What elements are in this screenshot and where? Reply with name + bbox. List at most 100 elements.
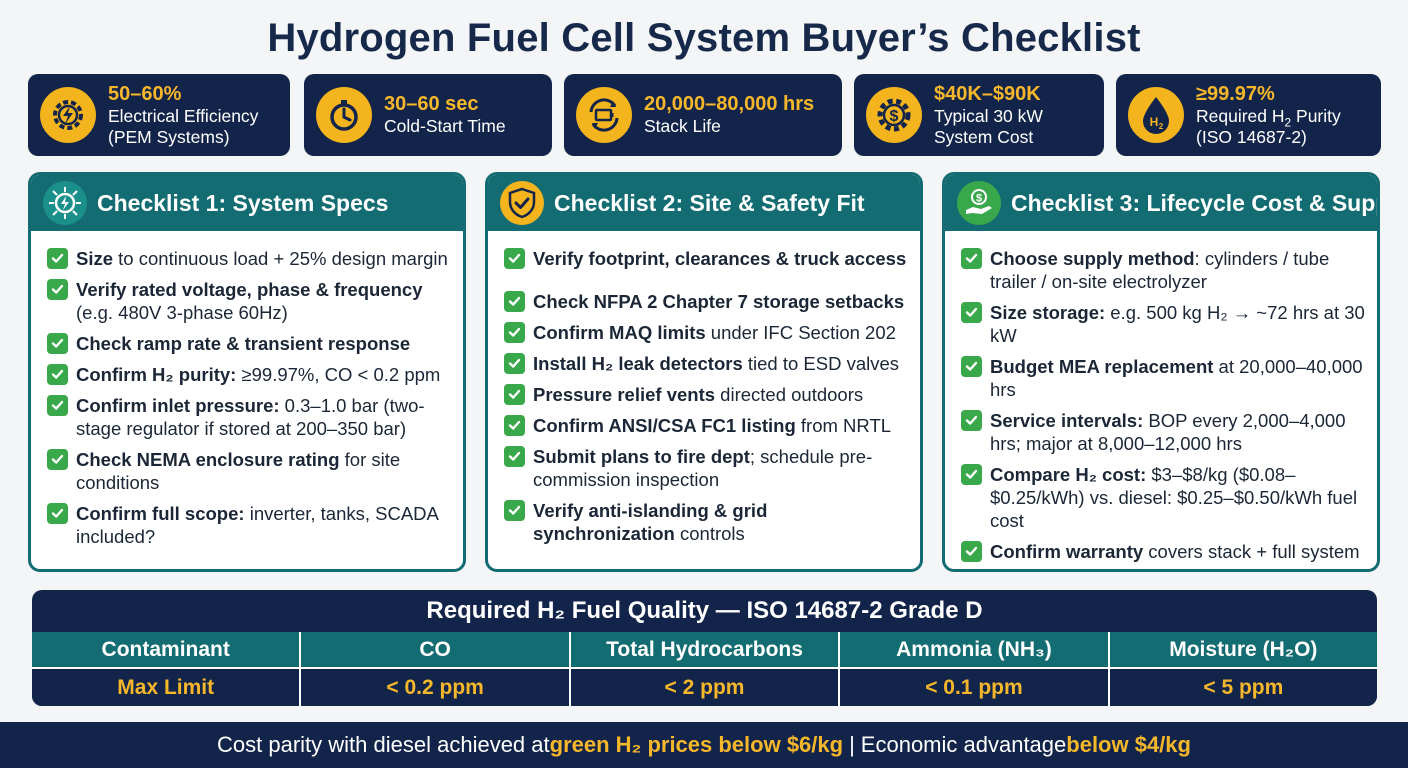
checkbox-checked-icon [504, 291, 525, 312]
checklist-item-detail: (e.g. 480V 3-phase 60Hz) [76, 302, 288, 323]
checklist-item-text: Verify anti-islanding & grid synchroniza… [533, 499, 908, 545]
checkbox-checked-icon [504, 353, 525, 374]
table-cell: < 5 ppm [1107, 669, 1377, 706]
checklist-item-bold: Confirm inlet pressure: [76, 395, 280, 416]
checklist-item-bold: Compare H₂ cost: [990, 464, 1147, 485]
table-row: Max Limit < 0.2 ppm < 2 ppm < 0.1 ppm < … [32, 669, 1377, 706]
checklist-item-text: Install H₂ leak detectors tied to ESD va… [533, 352, 899, 375]
checklist-item-detail: BOP every 2,000–4,000 hrs; major at 8,00… [990, 410, 1346, 454]
checklist-item-bold: Submit plans to fire dept [533, 446, 750, 467]
checklist-card-system-specs: Checklist 1: System Specs Size to contin… [28, 172, 466, 572]
card-title: Checklist 2: Site & Safety Fit [554, 189, 865, 216]
card-header: Checklist 2: Site & Safety Fit [488, 175, 920, 231]
checkbox-checked-icon [961, 356, 982, 377]
hand-dollar-icon: $ [957, 181, 1001, 225]
checklist-item-text: Confirm warranty covers stack + full sys… [990, 540, 1360, 563]
checklist-item-bold: Confirm full scope: [76, 503, 245, 524]
checklist-item: Size storage: e.g. 500 kg H₂ → ~72 hrs a… [961, 301, 1365, 347]
checklist-item: Confirm MAQ limits under IFC Section 202 [504, 321, 908, 344]
svg-text:$: $ [890, 108, 899, 125]
checklist-item: Choose supply method: cylinders / tube t… [961, 247, 1365, 293]
stat-label-secondary: System Cost [934, 126, 1034, 147]
checklist-item-detail: directed outdoors [715, 384, 864, 405]
checklist-item-detail: : cylinders / tube trailer / on-site ele… [990, 248, 1330, 292]
stat-value: $40K–$90K [934, 82, 1041, 105]
checklist-item-detail: to continuous load + 25% design margin [113, 248, 448, 269]
checklist-item-bold: Verify footprint, clearances & truck acc… [533, 248, 907, 269]
circuit-bolt-icon [43, 181, 87, 225]
stopwatch-icon [316, 87, 372, 143]
stat-card-purity: H 2 ≥99.97% Required H2 Purity (ISO 1468… [1116, 74, 1381, 156]
checklist-item-text: Confirm ANSI/CSA FC1 listing from NRTL [533, 414, 891, 437]
stat-card-stack-life: 20,000–80,000 hrs Stack Life [564, 74, 842, 156]
table-header-cell: Ammonia (NH₃) [838, 632, 1107, 667]
checklist-item: Verify footprint, clearances & truck acc… [504, 247, 908, 270]
stats-bar: 50–60% Electrical Efficiency (PEM System… [28, 74, 1381, 156]
checklist-item-text: Budget MEA replacement at 20,000–40,000 … [990, 355, 1365, 401]
checklist-item-detail: at 20,000–40,000 hrs [990, 356, 1363, 400]
table-cell: < 2 ppm [568, 669, 838, 706]
checklist-item-detail: from NRTL [795, 415, 892, 436]
stat-label: Stack Life [644, 116, 721, 136]
checklist-card-site-safety: Checklist 2: Site & Safety Fit Verify fo… [485, 172, 923, 572]
svg-text:H: H [1150, 115, 1159, 129]
checkbox-checked-icon [504, 384, 525, 405]
h2-drop-icon: H 2 [1128, 87, 1184, 143]
card-title: Checklist 3: Lifecycle Cost & Supply [1011, 189, 1380, 216]
checkbox-checked-icon [961, 464, 982, 485]
stat-label: Cold-Start Time [384, 116, 506, 136]
stat-label: Electrical Efficiency [108, 105, 259, 126]
checklist-card-lifecycle-cost: $ Checklist 3: Lifecycle Cost & Supply C… [942, 172, 1380, 572]
svg-text:$: $ [976, 193, 982, 205]
checklist-item-text: Submit plans to fire dept; schedule pre-… [533, 445, 908, 491]
checklist-item: Confirm inlet pressure: 0.3–1.0 bar (two… [47, 394, 451, 440]
checkbox-checked-icon [47, 449, 68, 470]
checkbox-checked-icon [504, 322, 525, 343]
checklist-item: Check NFPA 2 Chapter 7 storage setbacks [504, 290, 908, 313]
footer-text: Cost parity with diesel achieved at [217, 732, 550, 757]
checklist-item: Verify anti-islanding & grid synchroniza… [504, 499, 908, 545]
checkbox-checked-icon [47, 333, 68, 354]
checkbox-checked-icon [47, 279, 68, 300]
checklist-item-text: Size to continuous load + 25% design mar… [76, 247, 448, 270]
footer-text: Economic advantage [860, 732, 1067, 757]
stat-label-secondary: (PEM Systems) [108, 126, 230, 147]
checklist-item: Verify rated voltage, phase & frequency … [47, 278, 451, 324]
checkbox-checked-icon [47, 248, 68, 269]
stat-card-cold-start: 30–60 sec Cold-Start Time [304, 74, 552, 156]
checklist-item-detail: tied to ESD valves [742, 353, 900, 374]
checklist-item-detail: ≥99.97%, CO < 0.2 ppm [236, 364, 441, 385]
checklist-item-text: Confirm H₂ purity: ≥99.97%, CO < 0.2 ppm [76, 363, 440, 386]
checklist-item-bold: Confirm ANSI/CSA FC1 listing [533, 415, 796, 436]
stat-label: Required H2 Purity [1196, 105, 1341, 129]
checklist-item-bold: Check ramp rate & transient response [76, 333, 411, 354]
table-cell: < 0.2 ppm [299, 669, 568, 706]
footer-highlight: below $4/kg [1066, 732, 1191, 757]
checklist-item: Check incentive eligibility under applic… [961, 571, 1365, 572]
checklist-item-text: Compare H₂ cost: $3–$8/kg ($0.08–$0.25/k… [990, 463, 1365, 532]
checklist-item-bold: Verify anti-islanding & grid synchroniza… [533, 500, 768, 544]
footer-banner: Cost parity with diesel achieved at gree… [0, 722, 1408, 768]
table-cell: < 0.1 ppm [838, 669, 1107, 706]
footer-highlight: green H₂ prices below $6/kg [549, 732, 844, 757]
checkbox-checked-icon [504, 500, 525, 521]
checklist-item-bold: Budget MEA replacement [990, 356, 1214, 377]
checklist-item-detail: for site conditions [76, 449, 401, 493]
checklist-item-text: Check NEMA enclosure rating for site con… [76, 448, 451, 494]
card-header: $ Checklist 3: Lifecycle Cost & Supply [945, 175, 1377, 231]
checkbox-checked-icon [47, 503, 68, 524]
checkbox-checked-icon [47, 364, 68, 385]
checklist-item: Compare H₂ cost: $3–$8/kg ($0.08–$0.25/k… [961, 463, 1365, 532]
checkbox-checked-icon [504, 415, 525, 436]
checklist-item-text: Confirm inlet pressure: 0.3–1.0 bar (two… [76, 394, 451, 440]
checklist: Size to continuous load + 25% design mar… [31, 231, 463, 548]
table-header-cell: Moisture (H₂O) [1107, 632, 1377, 667]
shield-check-icon [500, 181, 544, 225]
checklist-item-detail: e.g. 500 kg H₂ → ~72 hrs at 30 kW [990, 302, 1365, 346]
checklist: Verify footprint, clearances & truck acc… [488, 231, 920, 545]
checklist-item-detail: ; schedule pre-commission inspection [533, 446, 873, 490]
fuel-quality-table: Required H₂ Fuel Quality — ISO 14687-2 G… [32, 590, 1377, 706]
stat-value: ≥99.97% [1196, 82, 1275, 105]
checklist-item: Install H₂ leak detectors tied to ESD va… [504, 352, 908, 375]
svg-text:2: 2 [1159, 122, 1164, 131]
